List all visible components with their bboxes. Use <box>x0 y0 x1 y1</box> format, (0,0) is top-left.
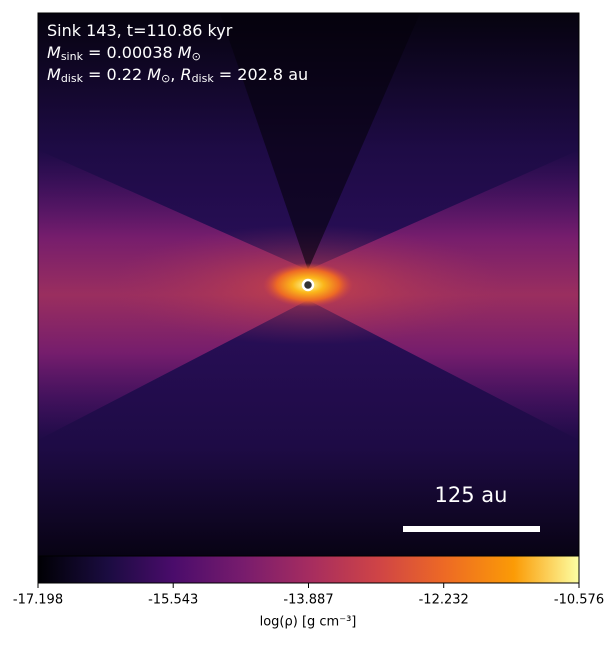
annotations: Sink 143, t=110.86 kyr Msink = 0.00038 M⊙… <box>47 21 308 86</box>
annotation-text: sink <box>61 50 84 63</box>
annotation-text: disk <box>61 72 84 85</box>
annotation-text: ⊙ <box>161 72 170 85</box>
colorbar-label: log(ρ) [g cm⁻³] <box>260 615 357 630</box>
colorbar-tick-label: -15.543 <box>148 593 198 608</box>
colorbar <box>37 555 580 584</box>
annotation-text: ⊙ <box>192 50 201 63</box>
annotation-text: = 0.00038 <box>83 43 178 62</box>
annotation-text: , <box>170 65 180 84</box>
annotation-text: = 202.8 au <box>214 65 308 84</box>
colorbar-tick-label: -17.198 <box>13 593 63 608</box>
annotation-text: M <box>147 65 161 84</box>
scale-bar <box>403 526 540 532</box>
colorbar-tick-label: -10.576 <box>554 593 604 608</box>
annotation-text: M <box>178 43 192 62</box>
density-image <box>38 13 579 556</box>
annotation-text: M <box>47 43 61 62</box>
scale-bar-label: 125 au <box>435 483 508 507</box>
annotation-text: disk <box>192 72 215 85</box>
colorbar-tick-label: -12.232 <box>419 593 469 608</box>
annotation-text: = 0.22 <box>83 65 147 84</box>
annotation-text: R <box>180 65 191 84</box>
colorbar-tick-label: -13.887 <box>283 593 333 608</box>
annotation-text: M <box>47 65 61 84</box>
annotation-text: Sink 143, t=110.86 kyr <box>47 21 233 40</box>
